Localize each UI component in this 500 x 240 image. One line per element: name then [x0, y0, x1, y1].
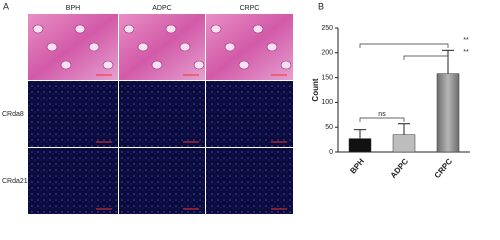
he-image	[206, 14, 293, 80]
bar	[348, 138, 372, 153]
gland	[165, 24, 177, 34]
gland	[102, 60, 114, 70]
bar	[436, 73, 460, 153]
y-tick-label: 150	[321, 74, 333, 81]
gland	[252, 24, 264, 34]
significance-label: **	[463, 49, 469, 56]
gland	[179, 42, 191, 52]
y-tick-label: 0	[329, 149, 333, 156]
gland	[32, 24, 44, 34]
gland	[266, 42, 278, 52]
gland	[46, 42, 58, 52]
he-image	[119, 14, 205, 80]
if-image	[119, 81, 205, 147]
row-label: CRda8	[2, 111, 24, 118]
gland	[193, 60, 205, 70]
column-label: BPH	[66, 5, 80, 12]
gland	[88, 42, 100, 52]
panel-label: A	[3, 1, 9, 11]
if-image	[28, 81, 118, 147]
gland	[151, 60, 163, 70]
if-image	[206, 148, 293, 214]
y-tick-label: 250	[321, 25, 333, 32]
gland	[74, 24, 86, 34]
bar	[392, 134, 416, 153]
gland	[224, 42, 236, 52]
if-image	[28, 148, 118, 214]
gland	[238, 60, 250, 70]
if-image	[206, 81, 293, 147]
significance-bracket	[359, 43, 449, 48]
column-label: ADPC	[152, 5, 171, 12]
gland	[123, 24, 135, 34]
he-image	[28, 14, 118, 80]
y-axis-label: Count	[311, 78, 320, 101]
column-label: CRPC	[240, 5, 260, 12]
significance-bracket	[359, 117, 405, 122]
panel-label: B	[318, 1, 324, 11]
significance-bracket	[403, 55, 449, 60]
y-tick-label: 200	[321, 50, 333, 57]
y-tick-label: 50	[325, 124, 333, 131]
x-tick-label: CRPC	[433, 157, 455, 180]
row-label: CRda21	[2, 178, 28, 185]
gland	[280, 60, 292, 70]
y-tick-label: 100	[321, 99, 333, 106]
x-tick-label: BPH	[348, 157, 366, 176]
micrographs: BPH ADPC CRPC CRda8 CRda21	[2, 5, 293, 214]
significance-label: ns	[378, 111, 386, 118]
gland	[210, 24, 222, 34]
gland	[60, 60, 72, 70]
figure: A BPH ADPC CRPC CRda8 CRda21 B Count 0 50 100 1…	[2, 1, 470, 214]
significance-label: **	[463, 37, 469, 44]
x-tick-label: ADPC	[389, 157, 411, 180]
gland	[137, 42, 149, 52]
if-image	[119, 148, 205, 214]
